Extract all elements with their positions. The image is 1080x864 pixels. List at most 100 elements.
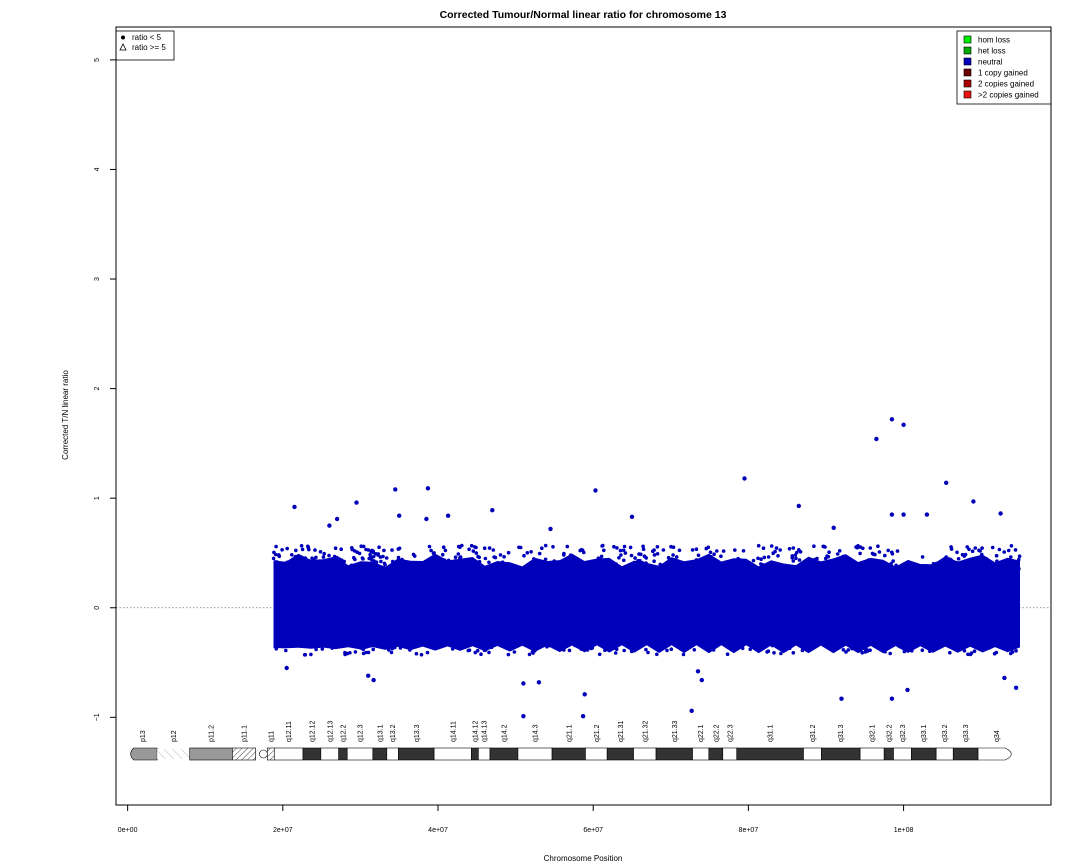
data-point — [591, 637, 595, 641]
data-point — [467, 648, 472, 652]
data-point — [303, 641, 307, 646]
data-point — [953, 645, 957, 649]
data-point — [609, 563, 614, 568]
band-q12.3 — [346, 747, 374, 761]
data-point — [339, 561, 343, 566]
data-point — [883, 649, 887, 654]
data-point — [410, 562, 414, 567]
band-q12.13 — [320, 747, 339, 761]
data-point — [644, 561, 648, 565]
data-point — [697, 637, 701, 641]
data-point — [498, 553, 503, 557]
category-legend-label: 2 copies gained — [978, 79, 1034, 88]
band-q14.12 — [471, 747, 479, 761]
data-point — [274, 544, 278, 549]
data-point — [338, 642, 342, 646]
data-point — [579, 647, 583, 651]
data-point — [891, 566, 896, 571]
band-p11.1 — [232, 747, 256, 761]
data-point — [559, 639, 564, 644]
outlier-point — [536, 680, 542, 685]
data-point — [382, 548, 386, 553]
category-swatch — [963, 90, 972, 99]
data-point — [352, 555, 356, 560]
data-point — [280, 639, 284, 644]
data-point — [967, 636, 971, 641]
data-point — [271, 556, 276, 561]
data-point — [531, 651, 535, 655]
outlier-point — [580, 714, 586, 719]
data-point — [790, 554, 795, 558]
data-point — [963, 552, 968, 557]
data-point — [1017, 567, 1021, 571]
data-point — [851, 642, 855, 646]
data-point — [628, 545, 633, 550]
data-point — [836, 559, 840, 564]
category-legend-label: 1 copy gained — [978, 68, 1028, 77]
data-point — [997, 547, 1002, 552]
band-q34 — [977, 747, 1012, 761]
data-point — [479, 567, 484, 572]
data-point — [485, 641, 490, 646]
data-point — [969, 643, 974, 647]
x-axis-label: Chromosome Position — [544, 854, 623, 863]
data-point — [861, 546, 865, 551]
band-q21.32 — [633, 747, 657, 761]
data-point — [913, 638, 918, 642]
data-point — [397, 546, 402, 551]
data-point — [371, 554, 376, 559]
band-label: p12 — [171, 730, 178, 742]
outlier-point — [689, 708, 694, 713]
band-q33.1 — [911, 747, 937, 761]
data-point — [600, 544, 604, 548]
data-point — [761, 546, 766, 550]
outlier-point — [971, 499, 976, 504]
data-point — [690, 563, 694, 567]
band-label: q13.3 — [414, 724, 421, 742]
data-point — [390, 637, 395, 641]
data-point — [290, 553, 294, 557]
data-point — [671, 545, 676, 549]
data-point — [996, 640, 1000, 644]
data-point — [988, 563, 993, 567]
data-point — [368, 552, 372, 557]
band-q12.12 — [302, 747, 322, 761]
data-point — [562, 553, 566, 557]
data-point — [292, 559, 296, 563]
chromosome-ideogram: p13 p12 p11.2 p11.1 q11 q12.11 q12.12 q12.13 q12… — [130, 720, 1012, 761]
outlier-point — [366, 673, 371, 678]
band-label: q21.32 — [642, 720, 649, 742]
data-point — [458, 556, 462, 560]
data-point — [353, 650, 358, 654]
data-point — [321, 555, 326, 559]
centromere — [259, 749, 268, 759]
chart-title: Corrected Tumour/Normal linear ratio for… — [440, 9, 727, 21]
outlier-point — [327, 523, 332, 528]
data-point — [1014, 649, 1018, 653]
data-point — [328, 563, 333, 567]
band-label: q14.13 — [482, 720, 489, 742]
data-point — [791, 546, 796, 550]
data-point — [772, 651, 776, 655]
band-label: q32.3 — [900, 724, 907, 742]
outlier-point — [839, 696, 844, 701]
data-point — [1008, 651, 1013, 656]
data-point — [487, 650, 491, 655]
data-point — [482, 546, 487, 550]
data-point — [798, 636, 803, 641]
data-point — [968, 652, 973, 657]
data-point — [467, 547, 471, 552]
data-point — [834, 644, 838, 648]
band-label: q31.3 — [838, 724, 845, 742]
data-point — [479, 652, 483, 656]
data-point — [995, 559, 999, 563]
data-point — [400, 638, 405, 643]
data-point — [275, 560, 279, 564]
data-point — [1017, 554, 1022, 558]
x-tick-label: 1e+08 — [894, 827, 914, 834]
data-point — [543, 557, 548, 562]
data-point — [725, 645, 730, 649]
data-point — [298, 638, 303, 643]
data-point — [972, 649, 977, 653]
data-point — [471, 549, 476, 553]
